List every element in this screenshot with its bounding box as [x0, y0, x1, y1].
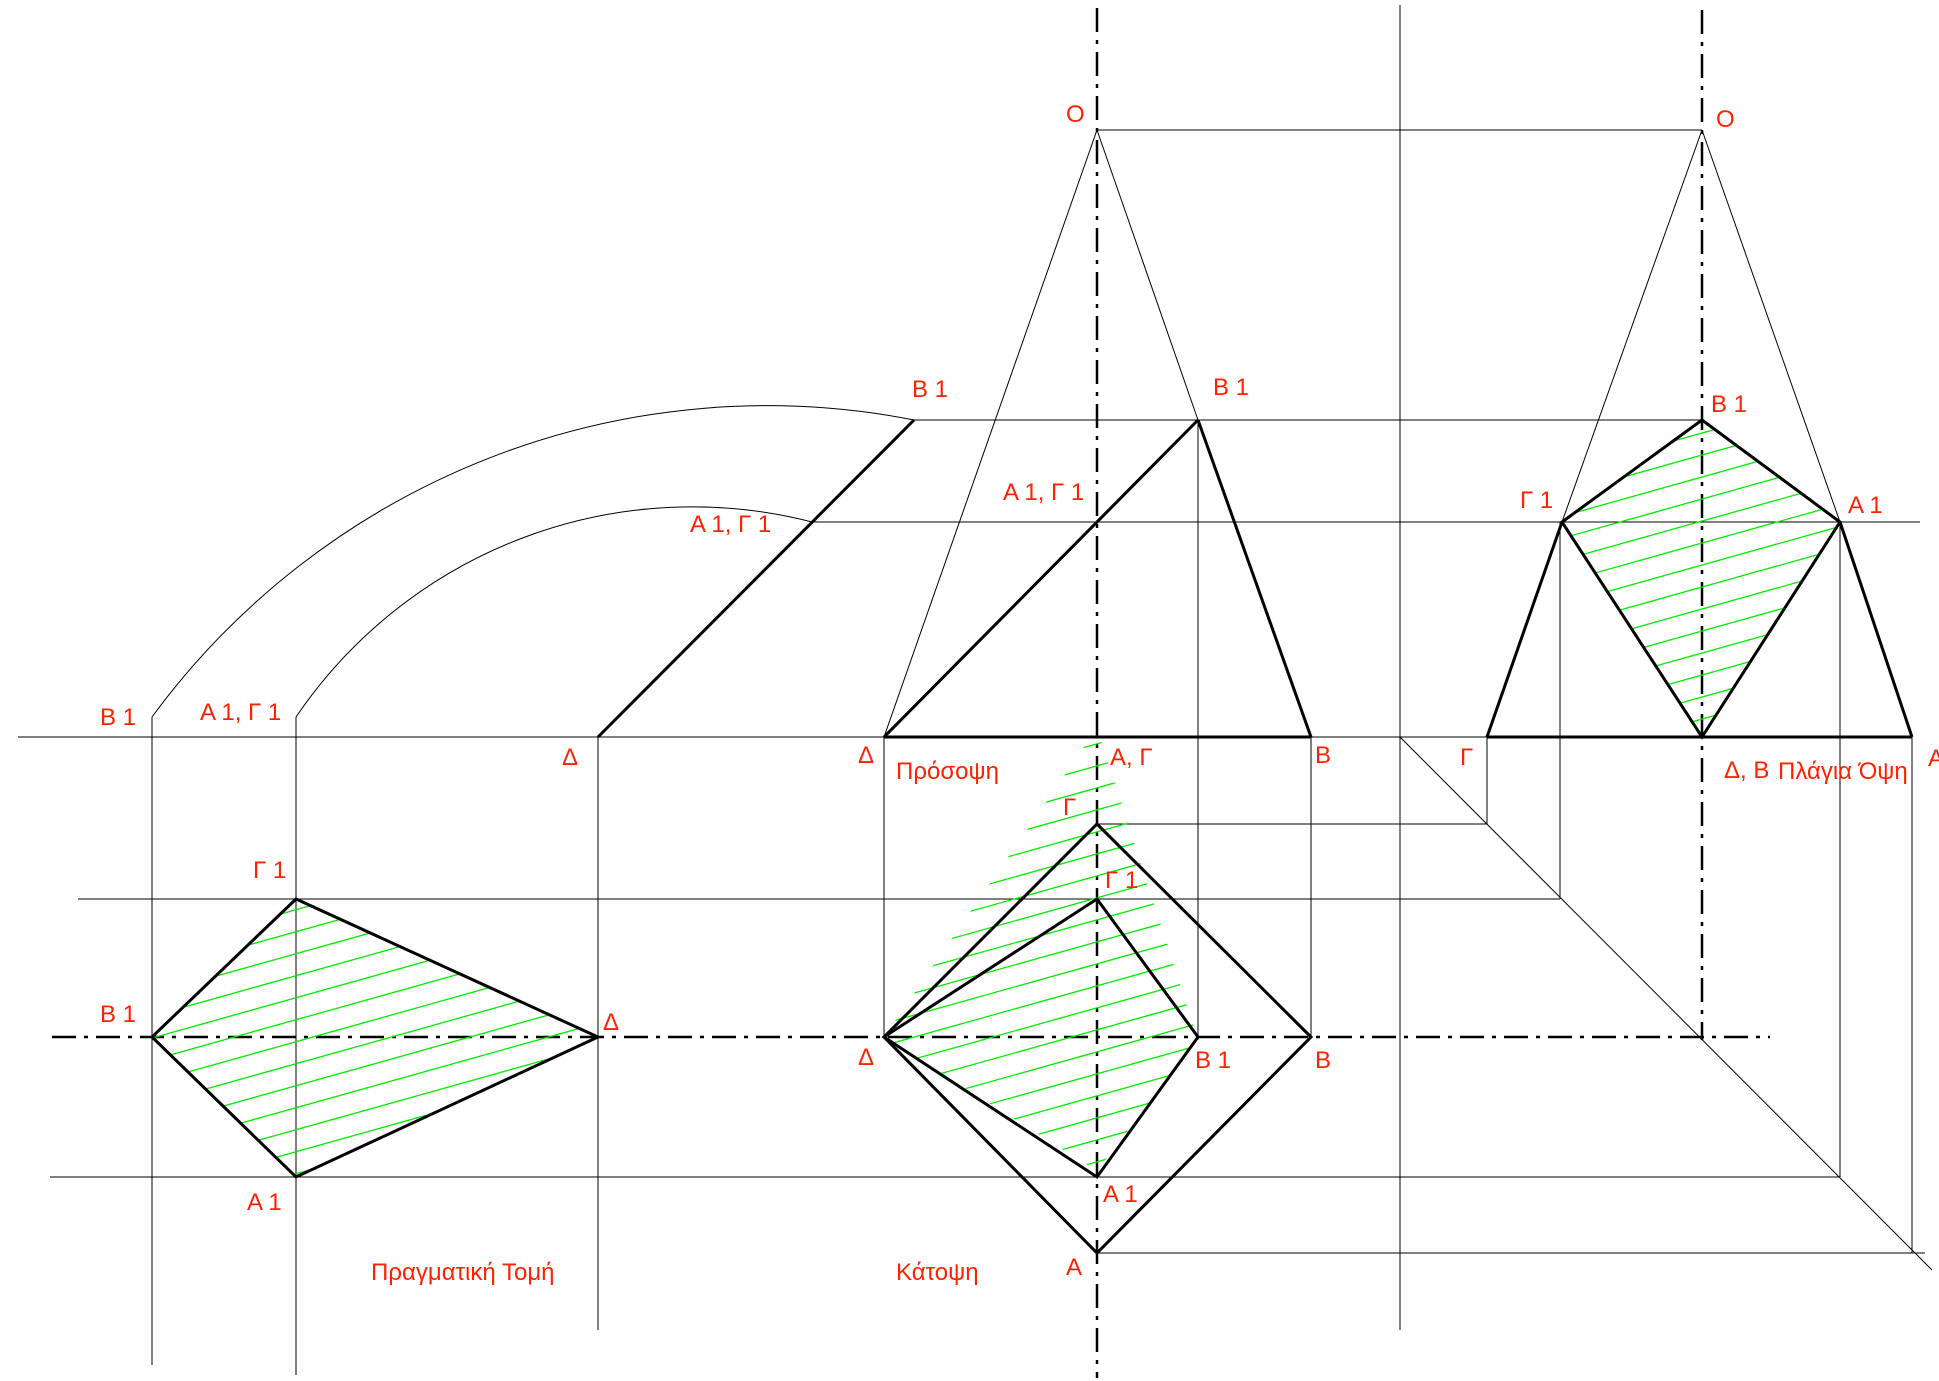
- view-title-true-section: Πραγματική Τομή: [371, 1259, 555, 1286]
- hatch-line: [152, 975, 598, 1109]
- label-side-gamma: Γ: [1460, 744, 1473, 771]
- view-title-front: Πρόσοψη: [896, 758, 999, 785]
- hatch-line: [140, 668, 610, 800]
- hatch-line: [140, 624, 610, 756]
- label-plan-gamma: Γ: [1063, 794, 1076, 821]
- label-rotation-delta: Δ: [562, 744, 578, 771]
- label-side-g1: Γ 1: [1520, 487, 1553, 514]
- hatch-line: [152, 899, 598, 933]
- label-side-b1: B 1: [1711, 391, 1747, 418]
- label-true-g1: Γ 1: [253, 857, 286, 884]
- label-rotation-a1-g1: A 1, Γ 1: [690, 511, 771, 538]
- hatch-line: [140, 712, 610, 844]
- label-plan-a: A: [1066, 1254, 1082, 1281]
- front-view-labels: O B 1 A 1, Γ 1 Δ A, Γ B Πρόσοψη: [858, 101, 1331, 785]
- label-plan-g1: Γ 1: [1105, 867, 1138, 894]
- label-true-a1-g1-top: A 1, Γ 1: [200, 699, 281, 726]
- hatch-line: [884, 952, 1198, 1051]
- label-plan-delta: Δ: [858, 1044, 874, 1071]
- hatch-line: [884, 974, 1198, 1073]
- hatch-line: [152, 899, 598, 1021]
- hatch-line: [152, 1019, 598, 1153]
- label-true-a1: A 1: [247, 1189, 282, 1216]
- label-side-a-edge: A: [1928, 745, 1939, 772]
- hatch-line: [152, 931, 598, 1065]
- hatch-line: [152, 1063, 598, 1177]
- construction-lines: [18, 5, 1933, 1375]
- hatch-line: [884, 908, 1198, 1007]
- label-front-delta: Δ: [858, 742, 874, 769]
- hatch-line: [884, 930, 1198, 1029]
- hatch-line: [152, 909, 598, 1043]
- true-section-labels: B 1 A 1, Γ 1 Γ 1 B 1 Δ A 1 Πραγματική Το…: [100, 699, 619, 1286]
- label-front-a-g: A, Γ: [1110, 744, 1153, 771]
- hatch-line: [152, 899, 598, 999]
- label-side-a1: A 1: [1848, 492, 1883, 519]
- hatch-line: [884, 776, 1198, 875]
- view-title-side: Πλάγια Όψη: [1778, 758, 1908, 785]
- hatch-line: [884, 820, 1198, 919]
- hatch-line: [884, 1018, 1198, 1117]
- hatch-line: [884, 1040, 1198, 1139]
- label-front-b: B: [1315, 742, 1331, 769]
- label-front-apex: O: [1066, 101, 1085, 128]
- label-front-b1: B 1: [1213, 374, 1249, 401]
- hatch-line: [140, 734, 610, 866]
- label-plan-b: B: [1315, 1047, 1331, 1074]
- center-lines: [52, 8, 1770, 1378]
- rotation-labels: B 1 A 1, Γ 1 Δ: [562, 376, 948, 771]
- side-view-labels: O B 1 Γ 1 A 1 Γ Δ, B Πλάγια Όψη A: [1460, 106, 1939, 785]
- hatch-line: [884, 798, 1198, 897]
- plan-view-labels: Γ Γ 1 Δ B 1 B A 1 A Κάτοψη: [858, 794, 1331, 1286]
- label-rotation-b1: B 1: [912, 376, 948, 403]
- label-true-b1-top: B 1: [100, 704, 136, 731]
- label-true-b1: B 1: [100, 1001, 136, 1028]
- label-side-apex: O: [1716, 106, 1735, 133]
- hatch-line: [152, 899, 598, 911]
- hatch-line: [152, 1107, 598, 1177]
- label-plan-b1: B 1: [1195, 1047, 1231, 1074]
- label-front-a1-g1: A 1, Γ 1: [1003, 479, 1084, 506]
- label-plan-a1: A 1: [1103, 1181, 1138, 1208]
- label-true-delta: Δ: [603, 1009, 619, 1036]
- view-title-plan: Κάτοψη: [896, 1259, 979, 1286]
- hatch-line: [152, 1129, 598, 1177]
- hatch-line: [884, 1084, 1198, 1171]
- hatch-line: [140, 756, 610, 888]
- hatch-line: [152, 899, 598, 977]
- hatch-line: [884, 728, 1198, 765]
- label-side-delta-b: Δ, B: [1724, 757, 1769, 784]
- hatch-line: [152, 1085, 598, 1177]
- object-outlines: [149, 418, 1914, 1256]
- hatch-line: [152, 1041, 598, 1175]
- hatch-line: [884, 1106, 1198, 1171]
- hatch-line: [1562, 499, 1840, 587]
